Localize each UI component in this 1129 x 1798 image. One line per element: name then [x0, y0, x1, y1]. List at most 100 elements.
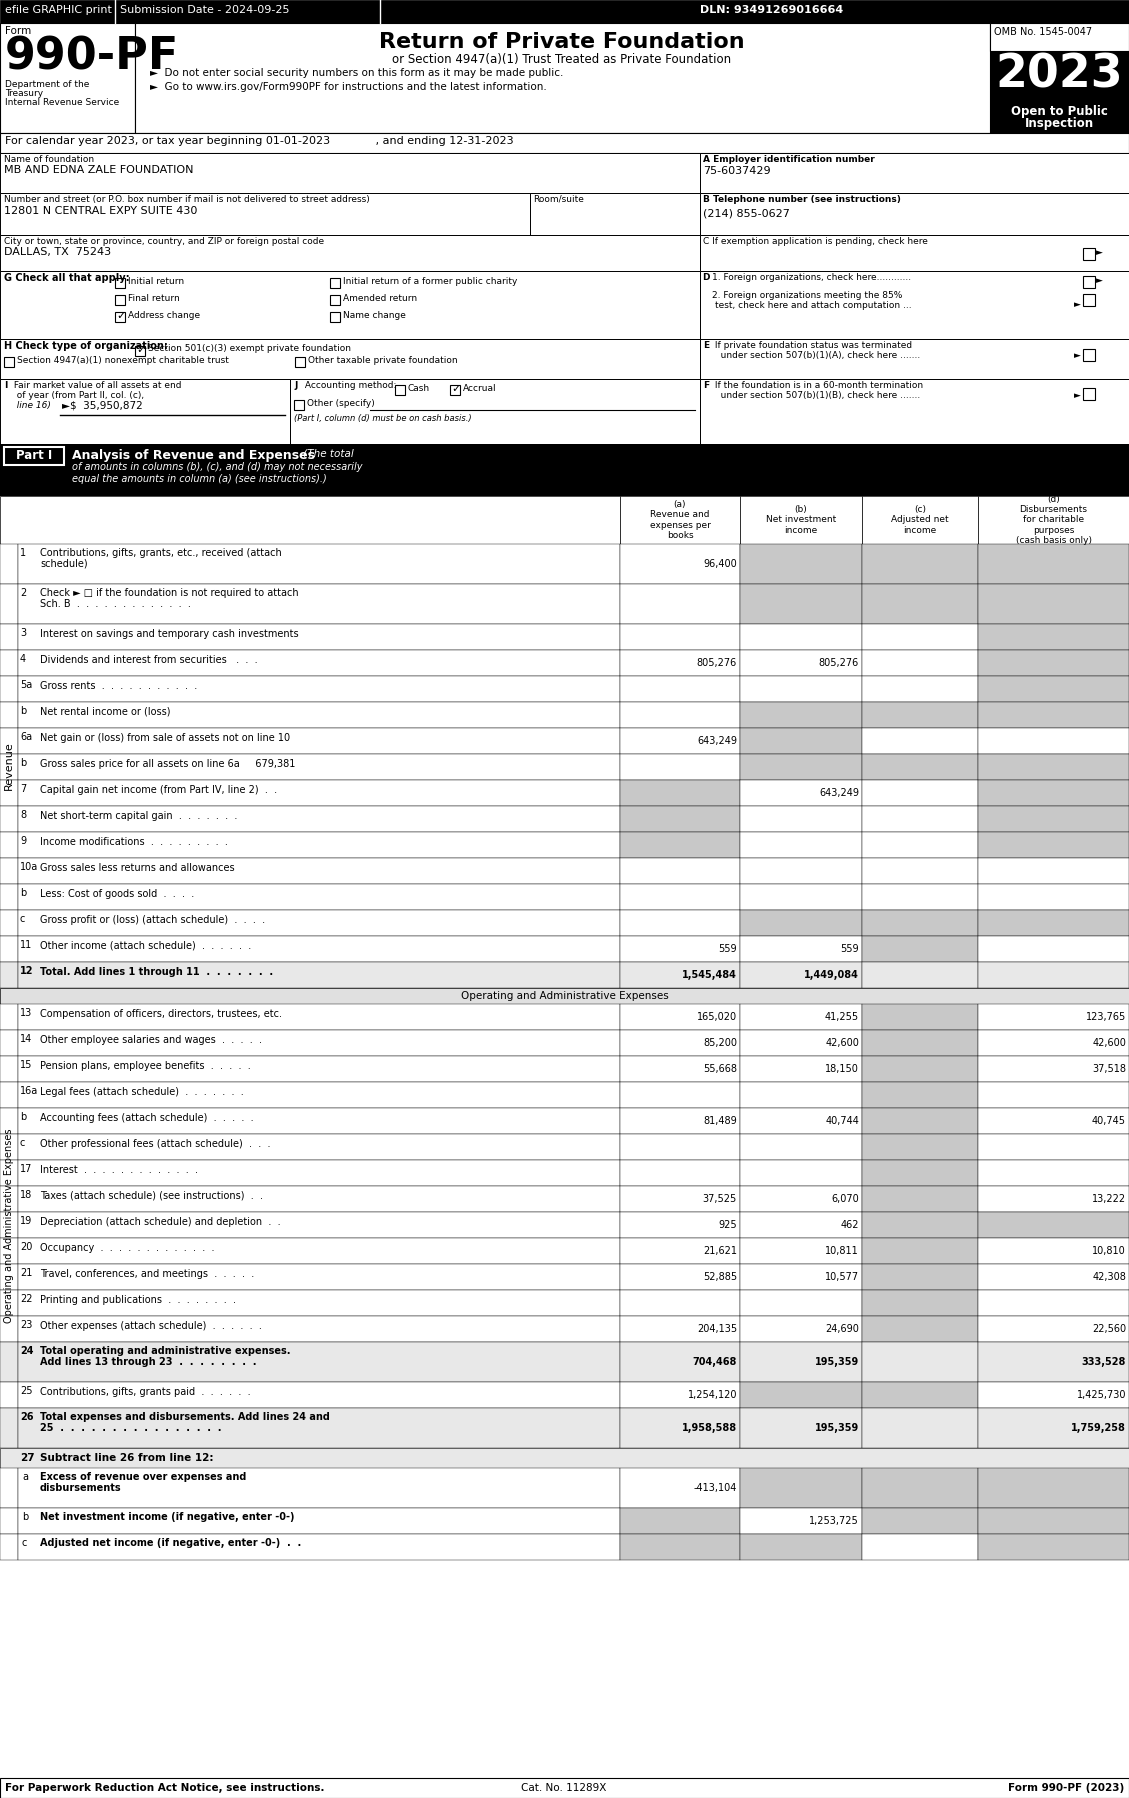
- Text: under section 507(b)(1)(A), check here .......: under section 507(b)(1)(A), check here .…: [712, 351, 920, 360]
- Bar: [739, 937, 863, 962]
- Bar: [620, 1467, 739, 1509]
- Bar: [739, 1082, 863, 1108]
- Bar: [115, 313, 125, 322]
- Bar: [115, 295, 125, 306]
- Text: 13,222: 13,222: [1092, 1194, 1126, 1205]
- Text: 18: 18: [20, 1190, 33, 1199]
- Bar: [18, 1212, 620, 1239]
- Bar: [700, 153, 1129, 192]
- Bar: [978, 1408, 1129, 1447]
- Bar: [620, 1383, 739, 1408]
- Bar: [0, 153, 700, 192]
- Bar: [978, 753, 1129, 780]
- Bar: [18, 806, 620, 832]
- Bar: [620, 1082, 739, 1108]
- Bar: [978, 728, 1129, 753]
- Bar: [18, 1264, 620, 1289]
- Bar: [18, 832, 620, 858]
- Bar: [620, 937, 739, 962]
- Bar: [620, 1135, 739, 1160]
- Text: 2. Foreign organizations meeting the 85%: 2. Foreign organizations meeting the 85%: [712, 291, 902, 300]
- Bar: [620, 753, 739, 780]
- Bar: [978, 910, 1129, 937]
- Text: 925: 925: [718, 1221, 737, 1230]
- Text: disbursements: disbursements: [40, 1483, 122, 1492]
- Bar: [18, 1383, 620, 1408]
- Text: Total expenses and disbursements. Add lines 24 and: Total expenses and disbursements. Add li…: [40, 1411, 330, 1422]
- Bar: [0, 676, 18, 701]
- Bar: [978, 832, 1129, 858]
- Bar: [739, 832, 863, 858]
- Text: Contributions, gifts, grants, etc., received (attach: Contributions, gifts, grants, etc., rece…: [40, 548, 282, 557]
- Text: Adjusted net income (if negative, enter -0-)  .  .: Adjusted net income (if negative, enter …: [40, 1537, 301, 1548]
- Text: 805,276: 805,276: [697, 658, 737, 669]
- Bar: [1083, 388, 1095, 399]
- Text: 25: 25: [20, 1386, 33, 1395]
- Bar: [18, 651, 620, 676]
- Bar: [0, 1030, 18, 1055]
- Text: Amended return: Amended return: [343, 295, 417, 304]
- Text: City or town, state or province, country, and ZIP or foreign postal code: City or town, state or province, country…: [5, 237, 324, 246]
- Bar: [978, 1030, 1129, 1055]
- Bar: [135, 345, 145, 356]
- Bar: [330, 279, 340, 288]
- Text: 42,308: 42,308: [1092, 1271, 1126, 1282]
- Bar: [739, 1003, 863, 1030]
- Bar: [978, 1055, 1129, 1082]
- Text: 195,359: 195,359: [815, 1357, 859, 1366]
- Text: b: b: [20, 759, 26, 768]
- Text: MB AND EDNA ZALE FOUNDATION: MB AND EDNA ZALE FOUNDATION: [5, 165, 193, 174]
- Bar: [0, 1341, 18, 1383]
- Text: Subtract line 26 from line 12:: Subtract line 26 from line 12:: [40, 1453, 213, 1464]
- Text: Open to Public: Open to Public: [1010, 104, 1108, 119]
- Text: 81,489: 81,489: [703, 1117, 737, 1126]
- Text: H Check type of organization:: H Check type of organization:: [5, 342, 168, 351]
- Bar: [18, 1467, 620, 1509]
- Text: Return of Private Foundation: Return of Private Foundation: [379, 32, 745, 52]
- Bar: [620, 1108, 739, 1135]
- Bar: [863, 1509, 978, 1534]
- Text: 13: 13: [20, 1009, 33, 1018]
- Text: Form: Form: [5, 25, 32, 36]
- Text: Initial return: Initial return: [128, 277, 184, 286]
- Text: Gross sales price for all assets on line 6a     679,381: Gross sales price for all assets on line…: [40, 759, 296, 770]
- Bar: [18, 1135, 620, 1160]
- Bar: [863, 1187, 978, 1212]
- Bar: [620, 1316, 739, 1341]
- Text: Internal Revenue Service: Internal Revenue Service: [5, 99, 120, 108]
- Text: Name change: Name change: [343, 311, 405, 320]
- Bar: [863, 496, 978, 545]
- Bar: [978, 780, 1129, 806]
- Text: a: a: [21, 1473, 28, 1482]
- Text: 41,255: 41,255: [825, 1012, 859, 1021]
- Bar: [5, 358, 14, 367]
- Bar: [18, 624, 620, 651]
- Text: D: D: [703, 273, 714, 282]
- Bar: [739, 1316, 863, 1341]
- Text: b: b: [20, 707, 26, 716]
- Bar: [0, 545, 18, 584]
- Bar: [395, 385, 405, 396]
- Text: Add lines 13 through 23  .  .  .  .  .  .  .  .: Add lines 13 through 23 . . . . . . . .: [40, 1357, 256, 1366]
- Text: 2: 2: [20, 588, 26, 599]
- Bar: [0, 937, 18, 962]
- Bar: [0, 192, 530, 236]
- Bar: [620, 1187, 739, 1212]
- Bar: [620, 910, 739, 937]
- Bar: [1083, 295, 1095, 306]
- Bar: [0, 1003, 18, 1030]
- Bar: [739, 584, 863, 624]
- Bar: [978, 1212, 1129, 1239]
- Text: Revenue: Revenue: [5, 741, 14, 791]
- Bar: [290, 379, 700, 444]
- Text: 9: 9: [20, 836, 26, 847]
- Bar: [0, 910, 18, 937]
- Text: of amounts in columns (b), (c), and (d) may not necessarily: of amounts in columns (b), (c), and (d) …: [72, 462, 362, 473]
- Bar: [0, 1383, 18, 1408]
- Bar: [18, 1289, 620, 1316]
- Bar: [294, 399, 304, 410]
- Text: 22: 22: [20, 1295, 33, 1304]
- Bar: [978, 1383, 1129, 1408]
- Text: Compensation of officers, directors, trustees, etc.: Compensation of officers, directors, tru…: [40, 1009, 282, 1019]
- Text: Treasury: Treasury: [5, 88, 43, 99]
